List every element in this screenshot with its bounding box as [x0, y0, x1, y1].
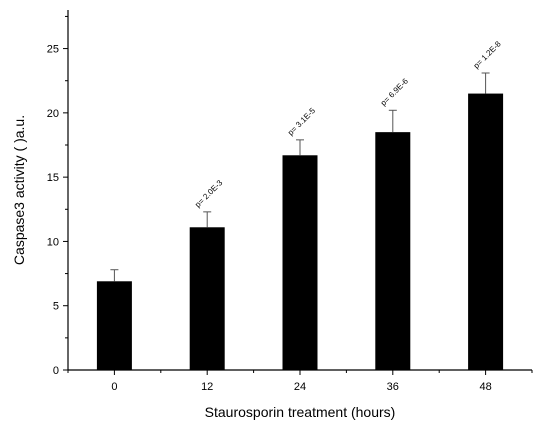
p-value-annotations: p= 2.0E-3 p= 3.1E-5 p= 6.9E-6 p= 1.2E-8 — [193, 39, 503, 209]
x-axis-ticks: 0 12 24 36 48 — [67, 370, 533, 393]
y-axis-title: Caspase3 activity ( )a.u. — [11, 115, 27, 265]
y-tick-label: 15 — [47, 172, 59, 184]
bar — [282, 155, 318, 370]
y-tick-label: 0 — [53, 365, 59, 377]
x-axis-title: Staurosporin treatment (hours) — [205, 404, 396, 420]
y-tick-label: 10 — [47, 236, 59, 248]
y-tick-label: 5 — [53, 301, 59, 313]
error-bars-layer — [110, 72, 490, 282]
p-value-label: p= 2.0E-3 — [193, 178, 224, 209]
x-tick-label: 24 — [294, 381, 306, 393]
x-tick-label: 12 — [201, 381, 213, 393]
p-value-label: p= 1.2E-8 — [472, 39, 503, 70]
bar — [189, 227, 225, 370]
bars-layer — [96, 93, 504, 371]
y-tick-label: 25 — [47, 44, 59, 56]
x-tick-label: 0 — [111, 381, 117, 393]
p-value-label: p= 3.1E-5 — [286, 106, 317, 137]
bar — [375, 132, 411, 370]
x-tick-label: 48 — [479, 381, 491, 393]
bar — [468, 93, 504, 371]
x-tick-label: 36 — [387, 381, 399, 393]
y-axis-ticks: 0 5 10 15 20 25 — [47, 15, 68, 377]
p-value-label: p= 6.9E-6 — [379, 76, 410, 107]
bar — [96, 281, 132, 370]
y-tick-label: 20 — [47, 108, 59, 120]
